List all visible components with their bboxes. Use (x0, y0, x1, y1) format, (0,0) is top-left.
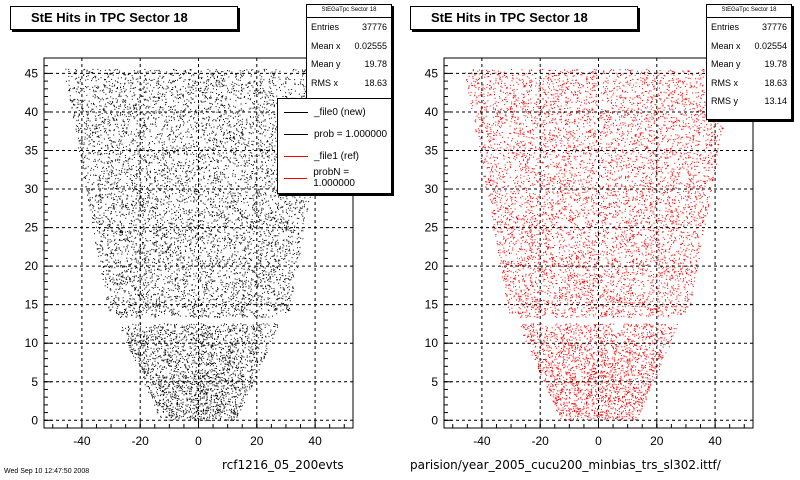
y-tick-label: 25 (25, 221, 39, 235)
x-tick-label: -20 (132, 434, 150, 448)
y-tick-label: 5 (31, 375, 38, 389)
legend-entry: prob = 1.000000 (278, 123, 391, 145)
y-tick-label: 35 (25, 144, 39, 158)
y-tick-label: 20 (425, 259, 439, 273)
x-tick-label: -20 (532, 434, 550, 448)
y-tick-label: 15 (425, 298, 439, 312)
y-tick-label: 25 (425, 221, 439, 235)
legend-line (284, 111, 308, 113)
right-stats-row: Mean x 0.02554 (711, 40, 787, 51)
x-tick-label: 20 (650, 434, 664, 448)
left-stats-row: Mean y 19.78 (311, 59, 387, 69)
right-chart-title: StE Hits in TPC Sector 18 (410, 6, 638, 30)
left-chart-title: StE Hits in TPC Sector 18 (10, 6, 238, 30)
y-tick-label: 45 (25, 66, 39, 80)
left-stats-row: Mean x 0.02555 (311, 40, 387, 51)
scatter-points (464, 68, 733, 422)
legend-line (284, 133, 308, 135)
y-tick-label: 5 (431, 375, 438, 389)
x-tick-label: 40 (708, 434, 722, 448)
y-tick-label: 10 (425, 336, 439, 350)
left-stats-row: Entries 37776 (311, 22, 387, 32)
left-stats-title: StEGaTpc Sector 18 (307, 5, 391, 18)
x-tick-label: 20 (250, 434, 264, 448)
y-tick-label: 40 (425, 105, 439, 119)
legend-line (284, 177, 308, 179)
x-tick-label: 0 (195, 434, 202, 448)
y-tick-label: 45 (425, 66, 439, 80)
left-footer-label: rcf1216_05_200evts (222, 458, 344, 472)
legend-line (284, 155, 308, 157)
y-tick-label: 35 (425, 144, 439, 158)
right-plot: -40 -20 0 20 40 0 5 10 15 20 25 30 35 40 45 (425, 57, 754, 448)
legend-entry: probN = 1.000000 (278, 167, 391, 189)
y-tick-label: 40 (25, 105, 39, 119)
right-pad: -40 -20 0 20 40 0 5 10 15 20 25 30 35 40 45 StE Hits i… (400, 0, 800, 480)
right-stats-box: StEGaTpc Sector 18 Entries 37776 Mean x 0.… (706, 4, 792, 120)
x-tick-label: 40 (308, 434, 322, 448)
right-stats-title: StEGaTpc Sector 18 (707, 5, 791, 18)
axes: -40 -20 0 20 40 0 5 10 15 20 25 30 35 40 45 (425, 65, 745, 448)
left-stats-row: RMS x 18.63 (311, 77, 387, 88)
right-stats-row: RMS x 18.63 (711, 77, 787, 88)
hit-points (464, 68, 733, 422)
y-tick-label: 15 (25, 298, 39, 312)
right-stats-row: Mean y 19.78 (711, 59, 787, 69)
left-stats-box: StEGaTpc Sector 18 Entries 37776 Mean x 0.… (306, 4, 392, 100)
y-tick-label: 20 (25, 259, 39, 273)
right-stats-row: Entries 37776 (711, 22, 787, 32)
y-tick-label: 0 (31, 413, 38, 427)
y-tick-label: 30 (425, 182, 439, 196)
legend-entry: _file1 (ref) (278, 145, 391, 167)
right-footer-label: parision/year_2005_cucu200_minbias_trs_s… (410, 458, 721, 472)
y-tick-label: 30 (25, 182, 39, 196)
left-plot: -40 -20 0 20 40 0 5 10 15 20 25 30 35 40 45 (25, 57, 354, 448)
x-tick-label: -40 (73, 434, 91, 448)
y-tick-label: 10 (25, 336, 39, 350)
right-stats-row: RMS y 13.14 (711, 96, 787, 106)
y-tick-label: 0 (431, 413, 438, 427)
left-pad: -40 -20 0 20 40 0 5 10 15 20 25 30 35 40 45 StE Hits i… (4, 4, 392, 475)
scatter-points (65, 68, 334, 422)
date-stamp: Wed Sep 10 12:47:50 2008 (4, 468, 90, 475)
legend: _file0 (new) prob = 1.000000 _file1 (ref… (277, 98, 392, 194)
x-tick-label: -40 (473, 434, 491, 448)
hit-points (65, 68, 334, 422)
x-tick-label: 0 (595, 434, 602, 448)
legend-entry: _file0 (new) (278, 101, 391, 123)
axes: -40 -20 0 20 40 0 5 10 15 20 25 30 35 40 45 (25, 65, 345, 448)
